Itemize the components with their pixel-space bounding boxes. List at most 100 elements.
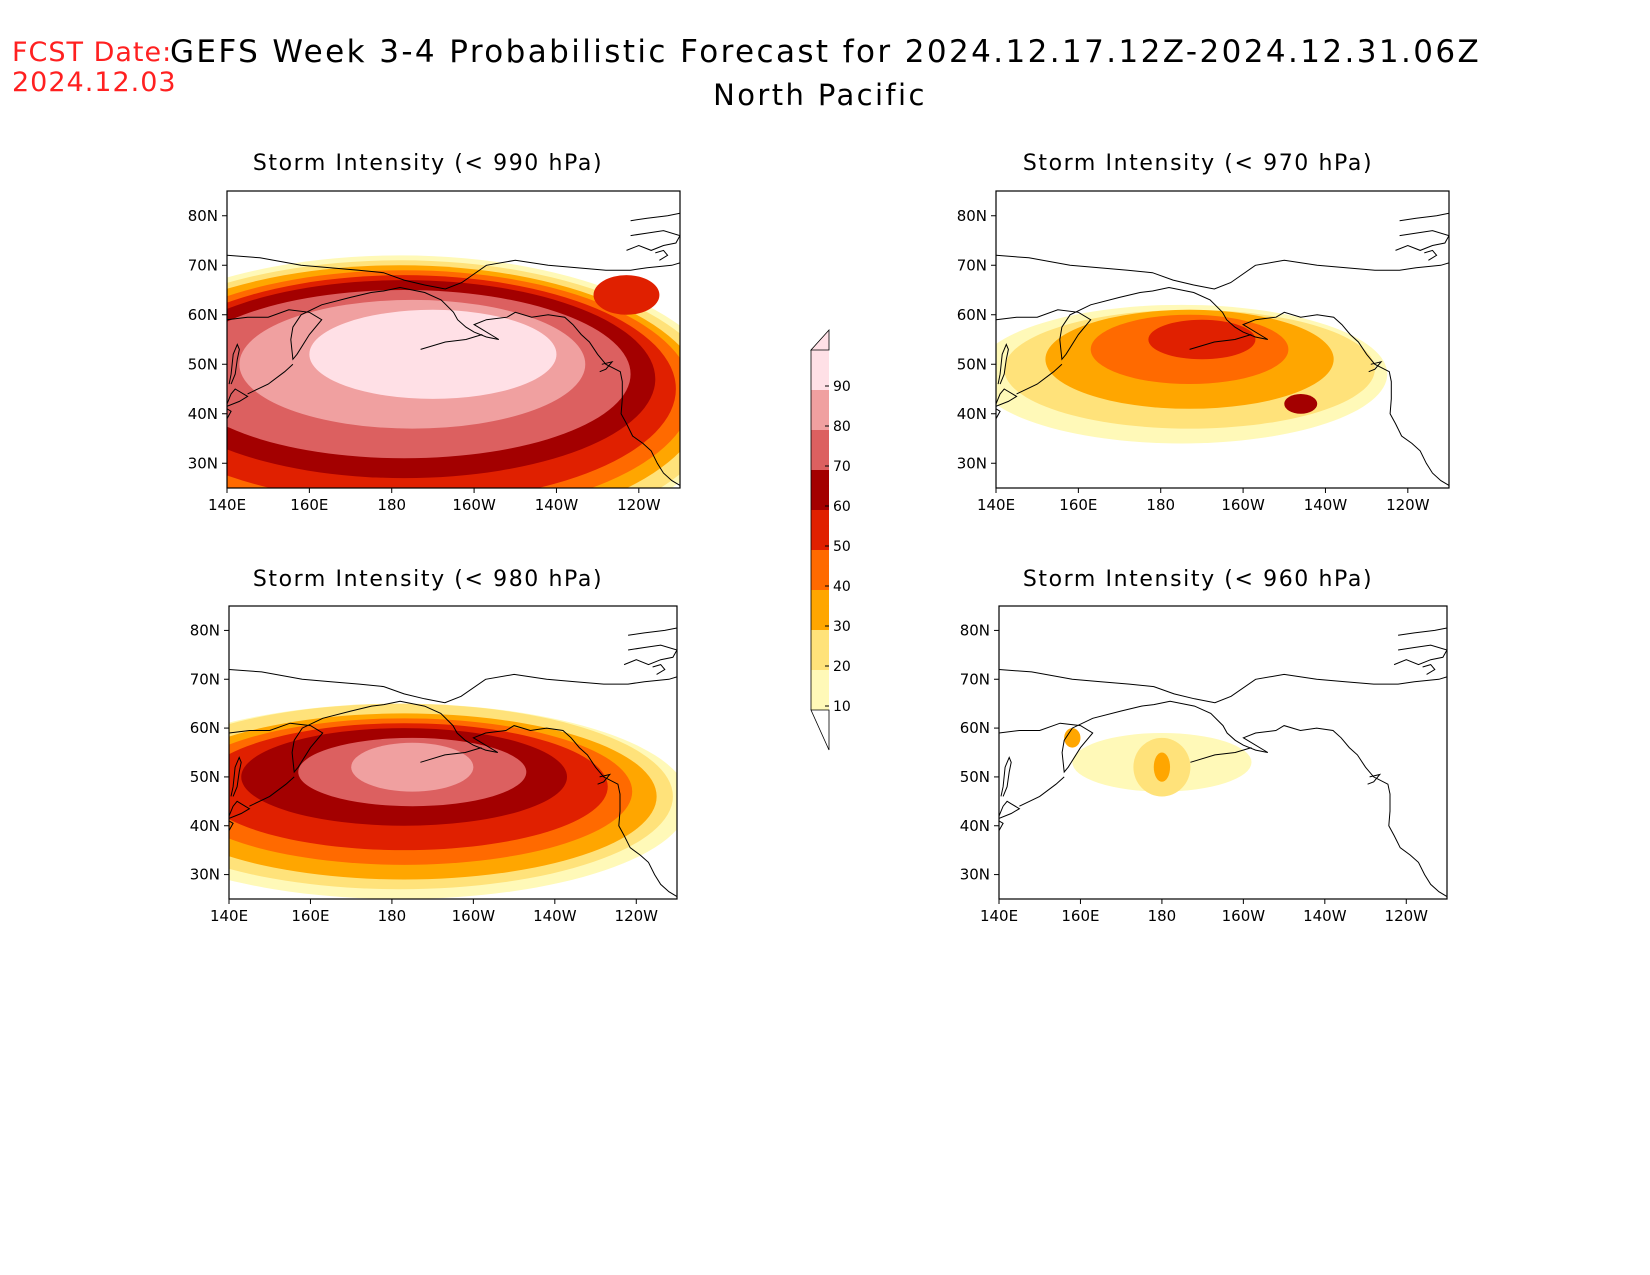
coastline	[599, 360, 614, 373]
x-tick-label: 140E	[980, 907, 1018, 925]
coastline	[1367, 773, 1382, 785]
coastline	[1190, 747, 1252, 763]
coastline	[420, 334, 483, 350]
x-tick-label: 140E	[208, 496, 246, 514]
map-frame	[226, 190, 681, 489]
y-tick-label: 70N	[188, 256, 218, 274]
coastline	[229, 820, 234, 831]
probability-contour-30	[1064, 728, 1081, 748]
coastline	[228, 343, 240, 385]
map-frame	[995, 190, 1450, 489]
y-tick-label: 50N	[960, 768, 990, 786]
x-tick-label: 160E	[1059, 496, 1097, 514]
legend-swatch	[811, 550, 829, 590]
x-tick-label: 160W	[1221, 496, 1265, 514]
coastline	[630, 212, 680, 222]
coastline	[996, 388, 1018, 407]
coastline	[1398, 627, 1447, 636]
probability-contour-90	[309, 309, 557, 399]
y-tick-label: 70N	[960, 670, 990, 688]
legend-swatch	[811, 630, 829, 670]
coastline	[1368, 360, 1383, 373]
x-tick-label: 160E	[291, 907, 329, 925]
y-tick-label: 60N	[960, 719, 990, 737]
coastline	[247, 363, 294, 395]
x-tick-label: 140W	[1303, 907, 1347, 925]
x-tick-label: 140W	[535, 496, 579, 514]
y-tick-label: 80N	[190, 621, 220, 639]
coastline	[626, 230, 680, 251]
panel-title-980: Storm Intensity (< 980 hPa)	[252, 567, 604, 592]
x-tick-label: 160E	[1061, 907, 1099, 925]
y-tick-label: 80N	[188, 207, 218, 225]
legend-swatch	[811, 590, 829, 630]
map-frame	[228, 605, 678, 900]
y-tick-label: 80N	[957, 207, 987, 225]
panel-title-990: Storm Intensity (< 990 hPa)	[252, 151, 604, 176]
coastline	[652, 664, 666, 675]
fcst-date: 2024.12.03	[12, 67, 177, 98]
coastline	[420, 747, 482, 763]
coastline	[655, 249, 669, 261]
y-tick-label: 40N	[957, 405, 987, 423]
legend-swatch	[811, 350, 829, 390]
coastline	[227, 254, 680, 290]
coastline	[996, 286, 1449, 486]
y-tick-label: 50N	[188, 355, 218, 373]
x-tick-label: 180	[1148, 907, 1177, 925]
page-title: GEFS Week 3-4 Probabilistic Forecast for…	[170, 34, 1482, 70]
map-frame	[998, 605, 1448, 900]
coastline	[229, 669, 677, 704]
legend-swatch	[811, 670, 829, 710]
y-tick-label: 30N	[957, 454, 987, 472]
coastline	[229, 800, 251, 819]
y-tick-label: 70N	[957, 256, 987, 274]
y-tick-label: 50N	[957, 355, 987, 373]
y-tick-label: 60N	[188, 306, 218, 324]
y-tick-label: 60N	[190, 719, 220, 737]
coastline	[996, 408, 1001, 419]
x-tick-label: 140E	[977, 496, 1015, 514]
coastline	[999, 800, 1021, 819]
coastline	[1399, 212, 1449, 222]
legend-swatch	[811, 510, 829, 550]
coastline	[999, 820, 1004, 831]
coastline	[227, 408, 232, 419]
x-tick-label: 120W	[615, 907, 659, 925]
probability-contour-50	[593, 275, 660, 315]
probability-contour-60	[1284, 393, 1318, 414]
coastline	[227, 388, 249, 407]
legend-label: 20	[833, 659, 851, 675]
coastline	[1422, 664, 1436, 675]
legend-label: 60	[833, 499, 851, 515]
x-tick-label: 140E	[210, 907, 248, 925]
x-tick-label: 160E	[290, 496, 328, 514]
legend-swatch	[811, 390, 829, 430]
map-panel-970: 140E 160E 180 160W 140W 120W 80N 70N 60N 50N 40N 30…	[957, 190, 1450, 514]
coastline	[1016, 363, 1063, 395]
probability-contour-50	[1148, 319, 1256, 360]
y-tick-label: 50N	[190, 768, 220, 786]
y-tick-label: 40N	[188, 405, 218, 423]
coastline	[1395, 230, 1449, 251]
x-tick-label: 180	[378, 907, 407, 925]
coastline	[229, 700, 677, 898]
coastline	[1019, 776, 1065, 807]
y-tick-label: 70N	[190, 670, 220, 688]
x-tick-label: 120W	[1385, 907, 1429, 925]
probability-contour-80	[351, 742, 474, 792]
y-tick-label: 30N	[188, 454, 218, 472]
probability-contour-30	[1153, 752, 1171, 782]
legend-swatch	[811, 430, 829, 470]
coastline	[623, 644, 677, 666]
x-tick-label: 120W	[1386, 496, 1430, 514]
panel-title-970: Storm Intensity (< 970 hPa)	[1022, 151, 1374, 176]
coastline	[1393, 644, 1447, 666]
x-tick-label: 160W	[452, 907, 496, 925]
coastline	[999, 700, 1447, 898]
map-panel-990: 140E 160E 180 160W 140W 120W 80N 70N 60N 50N 40N 30…	[188, 190, 681, 514]
x-tick-label: 140W	[533, 907, 577, 925]
legend-label: 80	[833, 419, 851, 435]
fcst-label: FCST Date:	[12, 37, 173, 68]
coastline	[999, 669, 1447, 704]
